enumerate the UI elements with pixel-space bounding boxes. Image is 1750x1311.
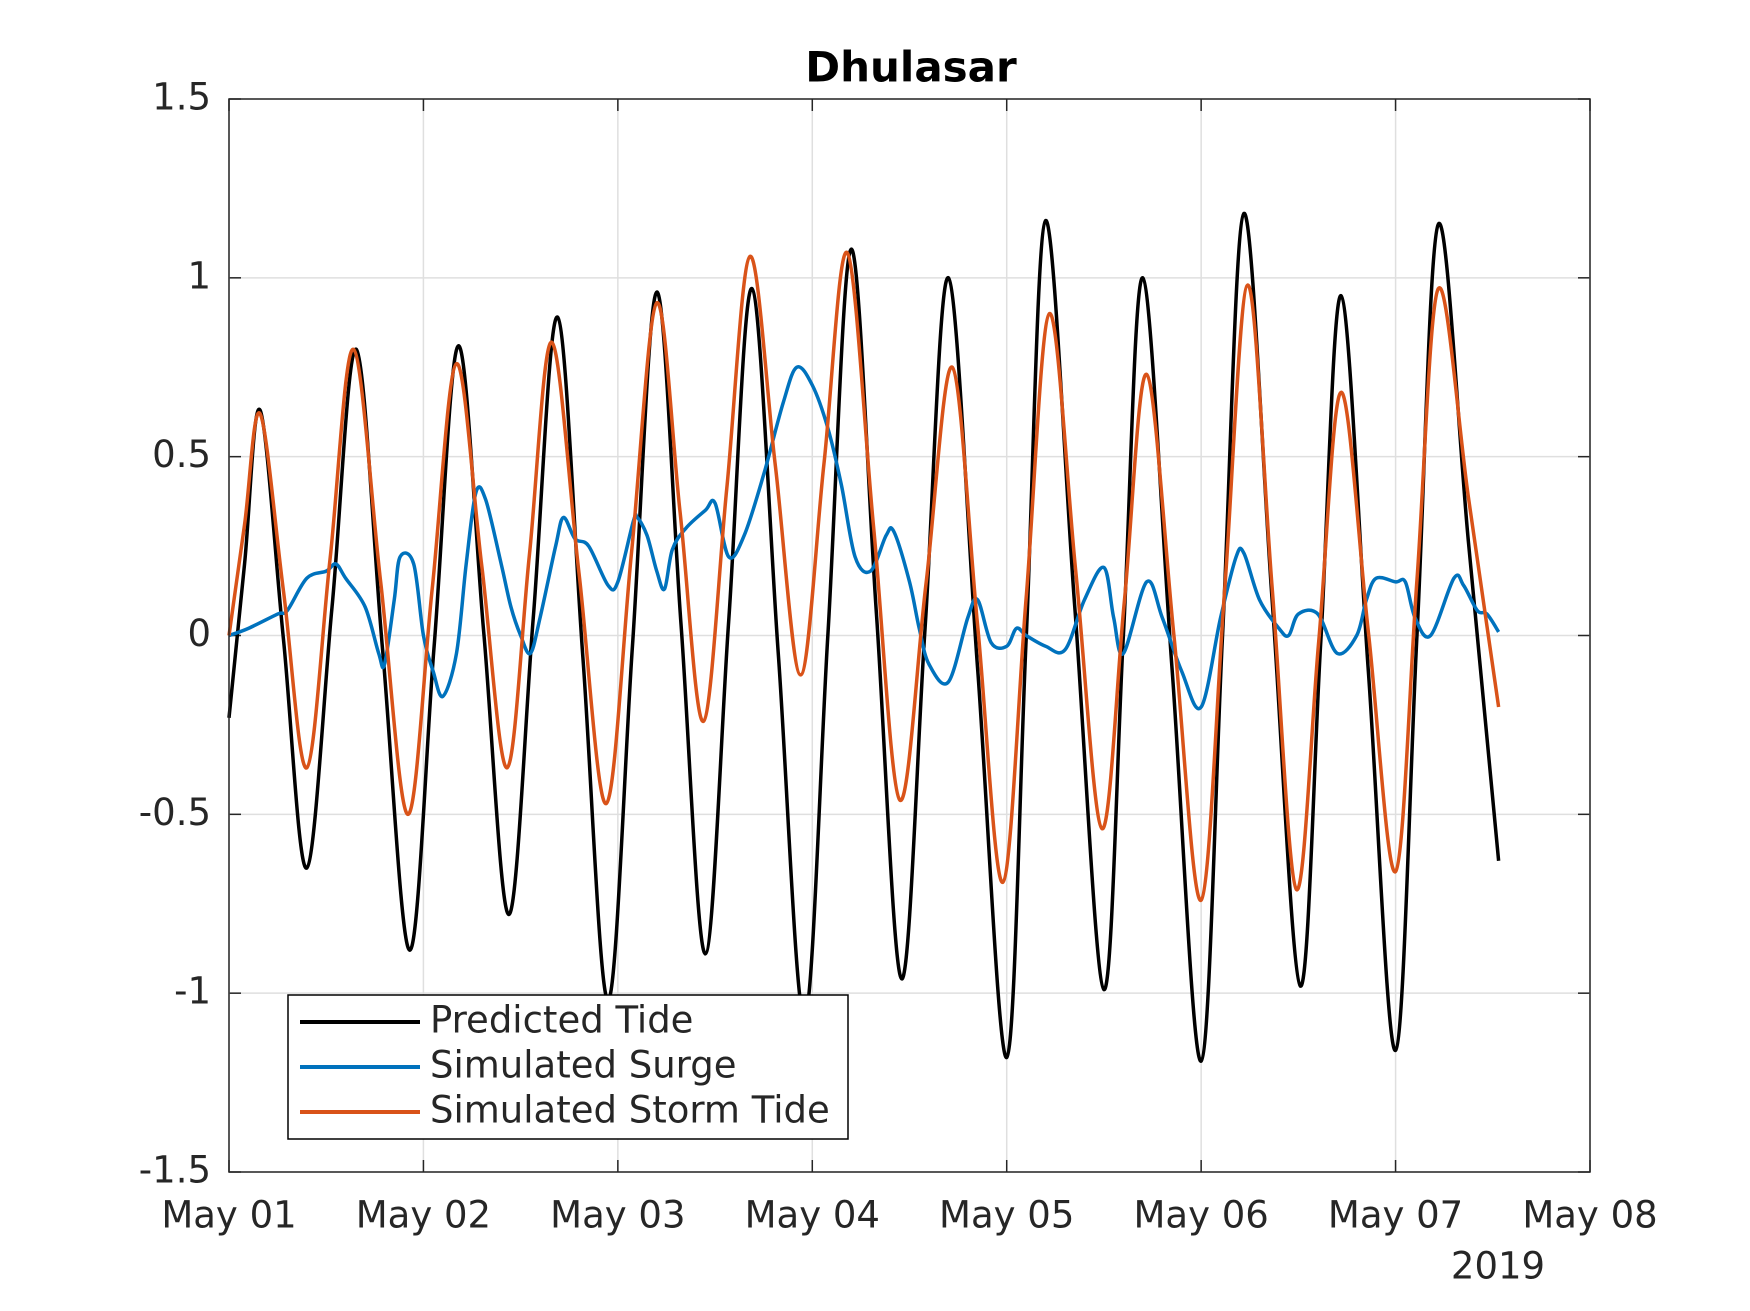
legend-label: Simulated Surge [430, 1044, 736, 1087]
y-tick-label: 1 [187, 254, 211, 297]
chart-title: Dhulasar [805, 43, 1017, 92]
y-tick-label: 0 [187, 612, 211, 655]
x-tick-label: May 03 [550, 1194, 685, 1237]
line-series [227, 211, 1501, 1063]
y-tick-label: 0.5 [152, 433, 211, 476]
x-tick-label: May 06 [1133, 1194, 1268, 1237]
line-series [227, 250, 1501, 902]
x-tick-label: May 07 [1328, 1194, 1463, 1237]
x-tick-label: May 01 [161, 1194, 296, 1237]
x-tick-label: May 08 [1522, 1194, 1657, 1237]
legend-label: Simulated Storm Tide [430, 1089, 830, 1132]
line-series [228, 365, 1501, 711]
y-tick-label: -1.5 [139, 1149, 211, 1192]
legend-label: Predicted Tide [430, 999, 693, 1042]
x-tick-label: May 05 [939, 1194, 1074, 1237]
plot-frame [228, 98, 1591, 1173]
y-tick-label: 1.5 [152, 76, 211, 119]
y-tick-label: -0.5 [139, 791, 211, 834]
x-tick-label: May 04 [745, 1194, 880, 1237]
x-year-label: 2019 [1451, 1245, 1545, 1288]
y-tick-label: -1 [174, 970, 211, 1013]
x-tick-label: May 02 [356, 1194, 491, 1237]
